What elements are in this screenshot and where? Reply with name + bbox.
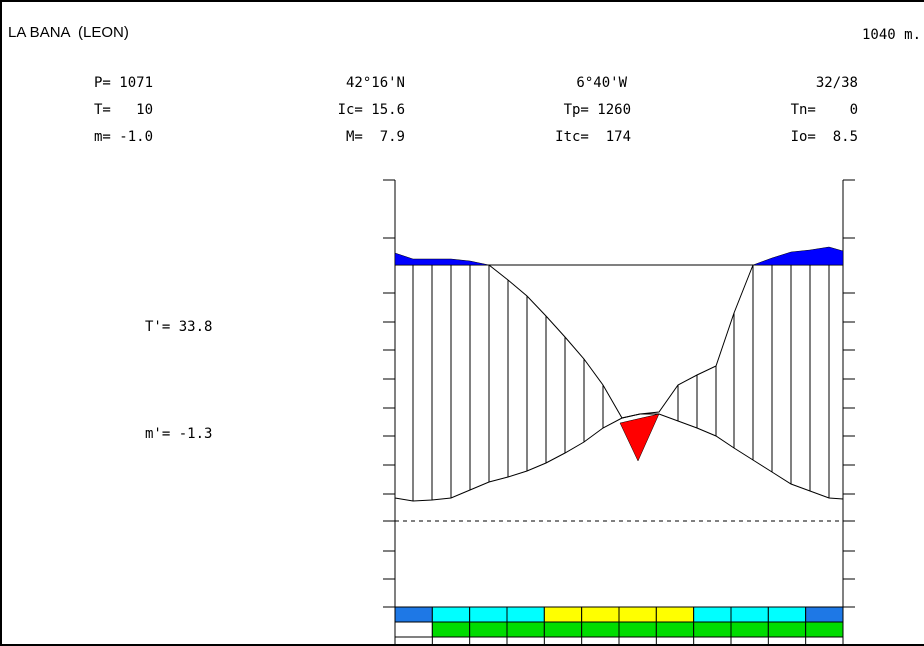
param-t-prime: T'= 33.8 — [145, 319, 213, 335]
deficit-triangle — [619, 413, 660, 462]
month-bar-bottom-5 — [543, 621, 583, 638]
month-bar-bottom-4 — [506, 621, 545, 638]
month-bar-bottom-7 — [618, 621, 657, 638]
month-bar-top-1 — [394, 606, 433, 623]
month-bar-top-8 — [655, 606, 695, 623]
altitude-label: 1040 m. — [862, 27, 922, 43]
param-tp: Tp= 1260 — [563, 102, 631, 118]
month-bar-bottom-10 — [730, 621, 769, 638]
month-bar-bottom-3 — [469, 621, 508, 638]
param-itc: Itc= 174 — [555, 129, 631, 145]
month-bar-top-6 — [581, 606, 620, 623]
precipitation-curve — [488, 264, 754, 419]
param-latitude: 42°16'N — [345, 75, 405, 91]
param-ic: Ic= 15.6 — [337, 102, 405, 118]
month-bar-top-9 — [693, 606, 732, 623]
month-bar-bottom-2 — [431, 621, 471, 638]
param-m-upper: M= 7.9 — [345, 129, 405, 145]
param-years: 32/38 — [815, 75, 858, 91]
param-longitude: 6°40'W — [576, 75, 627, 91]
month-bar-bottom-8 — [655, 621, 695, 638]
month-bar-bottom-6 — [581, 621, 620, 638]
excess-area-left — [394, 252, 490, 266]
param-m: m= -1.0 — [94, 129, 154, 145]
month-bar-bottom-9 — [693, 621, 732, 638]
month-bar-top-2 — [431, 606, 471, 623]
month-bar-top-10 — [730, 606, 769, 623]
month-bar-bottom-11 — [767, 621, 807, 638]
excess-area-right — [752, 246, 844, 266]
month-bar-top-11 — [767, 606, 807, 623]
month-bar-bottom-1 — [394, 621, 433, 638]
month-bar-top-7 — [618, 606, 657, 623]
month-bar-bottom-12 — [805, 621, 844, 638]
month-bar-top-5 — [543, 606, 583, 623]
month-bar-top-4 — [506, 606, 545, 623]
param-io: Io= 8.5 — [790, 129, 858, 145]
param-tn: Tn= 0 — [790, 102, 858, 118]
month-bar-top-3 — [469, 606, 508, 623]
temperature-curve — [394, 413, 844, 502]
station-title: LA BANA (LEON) — [8, 24, 129, 41]
param-p: P= 1071 — [94, 75, 154, 91]
month-bar-top-12 — [805, 606, 844, 623]
param-m-prime: m'= -1.3 — [145, 426, 213, 442]
param-t: T= 10 — [94, 102, 154, 118]
